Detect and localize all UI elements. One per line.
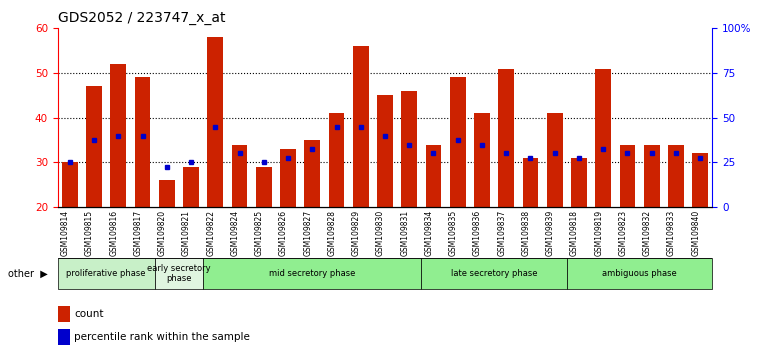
Text: GSM109822: GSM109822 — [206, 210, 216, 256]
Bar — [86, 86, 102, 207]
Bar — [421, 258, 567, 289]
Bar — [62, 162, 78, 207]
Text: GSM109836: GSM109836 — [473, 210, 482, 256]
Text: percentile rank within the sample: percentile rank within the sample — [74, 332, 250, 342]
Text: GSM109823: GSM109823 — [618, 210, 628, 256]
Bar — [256, 167, 272, 207]
Text: GSM109833: GSM109833 — [667, 210, 676, 256]
Bar — [159, 180, 175, 207]
Text: GSM109815: GSM109815 — [85, 210, 94, 256]
Bar — [353, 46, 369, 207]
Bar — [329, 113, 344, 207]
Text: GSM109824: GSM109824 — [230, 210, 239, 256]
Bar — [304, 140, 320, 207]
Bar — [110, 64, 126, 207]
Text: GSM109830: GSM109830 — [376, 210, 385, 256]
Bar — [58, 258, 155, 289]
Bar — [668, 144, 684, 207]
Text: GSM109840: GSM109840 — [691, 210, 700, 256]
Text: proliferative phase: proliferative phase — [66, 269, 146, 278]
Bar — [58, 306, 69, 321]
Bar — [571, 158, 587, 207]
Text: GSM109838: GSM109838 — [521, 210, 531, 256]
Text: GSM109835: GSM109835 — [449, 210, 457, 256]
Text: GSM109837: GSM109837 — [497, 210, 506, 256]
Bar — [135, 78, 150, 207]
Bar — [426, 144, 441, 207]
Text: GSM109839: GSM109839 — [546, 210, 554, 256]
Bar — [498, 69, 514, 207]
Text: early secretory
phase: early secretory phase — [147, 264, 211, 283]
Text: GSM109818: GSM109818 — [570, 210, 579, 256]
Bar — [377, 95, 393, 207]
Text: GSM109831: GSM109831 — [400, 210, 409, 256]
Text: late secretory phase: late secretory phase — [450, 269, 537, 278]
Text: GSM109817: GSM109817 — [133, 210, 142, 256]
Text: GSM109825: GSM109825 — [255, 210, 264, 256]
Bar — [474, 113, 490, 207]
Bar — [183, 167, 199, 207]
Bar — [547, 113, 563, 207]
Bar — [401, 91, 417, 207]
Bar — [207, 37, 223, 207]
Text: other  ▶: other ▶ — [8, 268, 48, 279]
Text: GSM109820: GSM109820 — [158, 210, 167, 256]
Bar — [203, 258, 421, 289]
Bar — [692, 154, 708, 207]
Text: GSM109829: GSM109829 — [352, 210, 361, 256]
Bar — [523, 158, 538, 207]
Text: GSM109828: GSM109828 — [327, 210, 336, 256]
Text: GSM109814: GSM109814 — [61, 210, 70, 256]
Text: count: count — [74, 309, 104, 319]
Text: mid secretory phase: mid secretory phase — [269, 269, 356, 278]
Bar — [595, 69, 611, 207]
Text: GSM109827: GSM109827 — [303, 210, 313, 256]
Bar — [620, 144, 635, 207]
Text: GSM109821: GSM109821 — [182, 210, 191, 256]
Text: GSM109826: GSM109826 — [279, 210, 288, 256]
Text: ambiguous phase: ambiguous phase — [602, 269, 677, 278]
Text: GSM109819: GSM109819 — [594, 210, 603, 256]
Bar — [567, 258, 712, 289]
Text: GSM109834: GSM109834 — [424, 210, 434, 256]
Bar — [58, 329, 69, 345]
Bar — [155, 258, 203, 289]
Bar — [232, 144, 247, 207]
Text: GSM109816: GSM109816 — [109, 210, 119, 256]
Bar — [644, 144, 660, 207]
Bar — [280, 149, 296, 207]
Text: GDS2052 / 223747_x_at: GDS2052 / 223747_x_at — [58, 11, 226, 25]
Text: GSM109832: GSM109832 — [643, 210, 651, 256]
Bar — [450, 78, 466, 207]
